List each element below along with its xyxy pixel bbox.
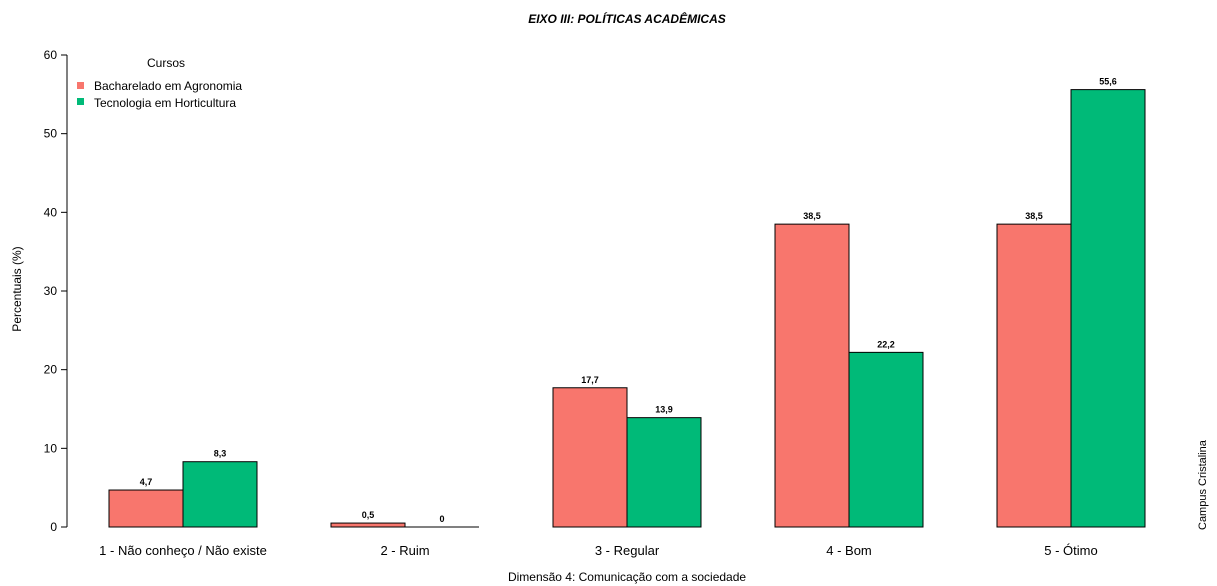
legend: Cursos Bacharelado em Agronomia Tecnolog… — [77, 56, 242, 110]
data-label: 17,7 — [581, 375, 599, 385]
data-label: 38,5 — [1025, 211, 1043, 221]
legend-title: Cursos — [147, 56, 185, 70]
y-tick-label: 0 — [50, 520, 57, 534]
y-tick-label: 20 — [44, 363, 58, 377]
campus-note: Campus Cristalina — [1197, 439, 1209, 530]
x-tick-label: 3 - Regular — [595, 543, 660, 558]
bar-horticultura — [626, 417, 702, 528]
x-axis-title: Dimensão 4: Comunicação com a sociedade — [508, 570, 746, 584]
y-tick-label: 40 — [44, 205, 58, 219]
bar-horticultura — [1070, 89, 1146, 528]
data-label: 4,7 — [140, 477, 153, 487]
bar-agronomia — [330, 522, 406, 528]
legend-swatch-horticultura — [77, 98, 84, 105]
bar-agronomia — [996, 223, 1072, 528]
y-axis: 0 10 20 30 40 50 60 — [44, 48, 68, 534]
legend-label-horticultura: Tecnologia em Horticultura — [94, 96, 236, 110]
bar-agronomia — [108, 489, 184, 528]
x-tick-label: 4 - Bom — [826, 543, 872, 558]
bar-agronomia — [552, 387, 628, 528]
chart-title: EIXO III: POLÍTICAS ACADÊMICAS — [528, 11, 726, 26]
y-tick-label: 30 — [44, 284, 58, 298]
data-label: 55,6 — [1099, 77, 1117, 87]
x-tick-label: 2 - Ruim — [380, 543, 429, 558]
y-axis-title: Percentuais (%) — [10, 246, 24, 331]
bar-horticultura — [848, 351, 924, 528]
x-tick-label: 1 - Não conheço / Não existe — [99, 543, 267, 558]
data-label: 38,5 — [803, 211, 821, 221]
bar-agronomia — [774, 223, 850, 528]
data-label: 22,2 — [877, 339, 895, 349]
legend-swatch-agronomia — [77, 82, 84, 89]
x-tick-label: 5 - Ótimo — [1044, 543, 1097, 558]
data-label: 0 — [439, 514, 444, 524]
legend-label-agronomia: Bacharelado em Agronomia — [94, 79, 242, 93]
data-label: 8,3 — [214, 449, 227, 459]
bar-horticultura — [182, 461, 258, 528]
y-tick-label: 60 — [44, 48, 58, 62]
x-axis: 1 - Não conheço / Não existe 2 - Ruim 3 - … — [99, 543, 1098, 558]
y-tick-label: 50 — [44, 127, 58, 141]
bars: 4,7 8,3 0,5 0 17,7 13,9 38,5 22,2 38,5 55,6 — [108, 77, 1146, 528]
data-label: 0,5 — [362, 510, 375, 520]
data-label: 13,9 — [655, 405, 673, 415]
y-tick-label: 10 — [44, 441, 58, 455]
